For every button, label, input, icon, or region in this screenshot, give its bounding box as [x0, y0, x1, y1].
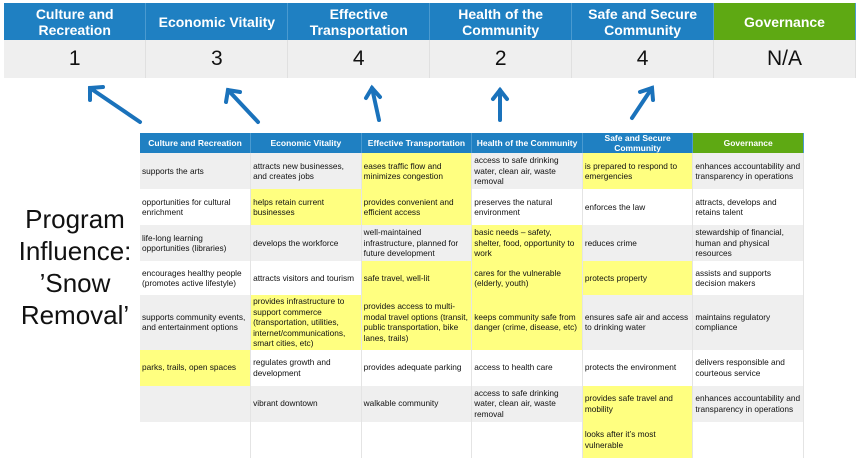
- table-cell: enforces the law: [582, 189, 694, 225]
- highlighted-cell: protects property: [582, 261, 694, 295]
- summary-value: 4: [287, 40, 431, 78]
- table-cell: vibrant downtown: [250, 385, 362, 422]
- highlighted-cell: keeps community safe from danger (crime,…: [471, 295, 583, 350]
- highlighted-cell: parks, trails, open spaces: [140, 349, 252, 386]
- summary-value: 2: [429, 40, 573, 78]
- summary-value: 3: [145, 40, 289, 78]
- table-cell: life-long learning opportunities (librar…: [140, 225, 252, 261]
- arrow-icon: [491, 86, 509, 122]
- table-row: encourages healthy people (promotes acti…: [140, 261, 804, 295]
- highlighted-cell: provides access to multi-modal travel op…: [361, 295, 473, 350]
- table-cell: provides adequate parking: [361, 349, 473, 386]
- table-row: opportunities for cultural enrichment hel…: [140, 189, 804, 225]
- table-cell: [471, 421, 583, 458]
- summary-value: 4: [571, 40, 715, 78]
- highlighted-cell: cares for the vulnerable (elderly, youth…: [471, 261, 583, 295]
- arrow-icon: [88, 85, 142, 124]
- table-cell: opportunities for cultural enrichment: [140, 189, 252, 225]
- highlighted-cell: helps retain current businesses: [250, 189, 362, 225]
- table-cell: enhances accountability and transparency…: [692, 153, 804, 189]
- table-cell: supports community events, and entertain…: [140, 295, 252, 350]
- summary-header: Safe and Secure Community: [571, 3, 715, 40]
- table-cell: attracts visitors and tourism: [250, 261, 362, 295]
- table-cell: develops the workforce: [250, 225, 362, 261]
- highlighted-cell: eases traffic flow and minimizes congest…: [361, 153, 473, 189]
- summary-header: Economic Vitality: [145, 3, 289, 40]
- table-cell: protects the environment: [582, 349, 694, 386]
- table-cell: [140, 385, 252, 422]
- table-cell: access to safe drinking water, clean air…: [471, 153, 583, 189]
- table-cell: encourages healthy people (promotes acti…: [140, 261, 252, 295]
- table-cell: maintains regulatory compliance: [692, 295, 804, 350]
- label-line: Influence:: [18, 236, 132, 266]
- table-cell: [692, 421, 804, 458]
- table-cell: walkable community: [361, 385, 473, 422]
- column-header: Culture and Recreation: [140, 133, 252, 153]
- table-cell: delivers responsible and courteous servi…: [692, 349, 804, 386]
- label-line: Program: [25, 204, 125, 234]
- table-row: parks, trails, open spaces regulates grow…: [140, 349, 804, 386]
- column-header: Safe and Secure Community: [582, 133, 694, 153]
- summary-header: Culture and Recreation: [4, 3, 147, 40]
- summary-table: Culture and Recreation Economic Vitality E…: [4, 3, 856, 78]
- label-line: ’Snow: [39, 268, 111, 298]
- label-line: Removal’: [20, 300, 130, 330]
- table-cell: [250, 421, 362, 458]
- table-row: life-long learning opportunities (librar…: [140, 225, 804, 261]
- column-header: Governance: [692, 133, 804, 153]
- highlighted-cell: safe travel, well-lit: [361, 261, 473, 295]
- table-cell: assists and supports decision makers: [692, 261, 804, 295]
- arrow-icon: [224, 87, 260, 124]
- influence-table: Culture and Recreation Economic Vitality E…: [140, 133, 804, 458]
- summary-header: Governance: [713, 3, 856, 40]
- table-row: vibrant downtown walkable community access…: [140, 385, 804, 422]
- table-cell: supports the arts: [140, 153, 252, 189]
- table-cell: reduces crime: [582, 225, 694, 261]
- highlighted-cell: provides safe travel and mobility: [582, 385, 694, 422]
- column-header: Effective Transportation: [361, 133, 473, 153]
- highlighted-cell: is prepared to respond to emergencies: [582, 153, 694, 189]
- summary-header: Health of the Community: [429, 3, 573, 40]
- program-influence-label: Program Influence: ’Snow Removal’: [0, 203, 150, 331]
- table-row: supports community events, and entertain…: [140, 295, 804, 350]
- table-row: supports the arts attracts new businesses…: [140, 153, 804, 189]
- arrow-icon: [630, 85, 655, 120]
- table-cell: regulates growth and development: [250, 349, 362, 386]
- table-cell: ensures safe air and access to drinking …: [582, 295, 694, 350]
- highlighted-cell: looks after it’s most vulnerable: [582, 421, 694, 458]
- table-cell: well-maintained infrastructure, planned …: [361, 225, 473, 261]
- table-cell: attracts, develops and retains talent: [692, 189, 804, 225]
- table-cell: access to safe drinking water, clean air…: [471, 385, 583, 422]
- arrow-icon: [364, 84, 382, 122]
- column-header: Economic Vitality: [250, 133, 362, 153]
- table-cell: [140, 421, 252, 458]
- table-cell: access to health care: [471, 349, 583, 386]
- column-header: Health of the Community: [471, 133, 583, 153]
- table-row: looks after it’s most vulnerable: [140, 421, 804, 458]
- table-cell: preserves the natural environment: [471, 189, 583, 225]
- summary-header: Effective Transportation: [287, 3, 431, 40]
- highlighted-cell: provides infrastructure to support comme…: [250, 295, 362, 350]
- arrows: [88, 84, 655, 124]
- summary-value: N/A: [713, 40, 856, 78]
- table-cell: attracts new businesses, and creates job…: [250, 153, 362, 189]
- table-cell: [361, 421, 473, 458]
- table-cell: stewardship of financial, human and phys…: [692, 225, 804, 261]
- highlighted-cell: basic needs – safety, shelter, food, opp…: [471, 225, 583, 261]
- table-cell: enhances accountability and transparency…: [692, 385, 804, 422]
- highlighted-cell: provides convenient and efficient access: [361, 189, 473, 225]
- summary-value: 1: [4, 40, 147, 78]
